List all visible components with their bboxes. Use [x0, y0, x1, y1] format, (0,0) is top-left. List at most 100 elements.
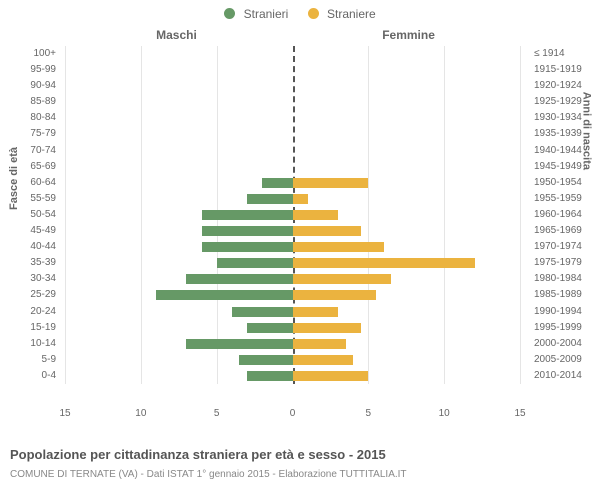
birth-year-label: 2010-2014 — [534, 368, 600, 384]
age-label: 0-4 — [0, 368, 56, 384]
age-label: 60-64 — [0, 175, 56, 191]
age-label: 25-29 — [0, 287, 56, 303]
birth-year-label: 1925-1929 — [534, 94, 600, 110]
pyramid-row — [65, 110, 520, 126]
legend: Stranieri Straniere — [0, 6, 600, 21]
birth-year-label: 1915-1919 — [534, 62, 600, 78]
x-tick-label: 10 — [135, 408, 146, 419]
pyramid-row — [65, 304, 520, 320]
bar-male — [262, 178, 292, 188]
bar-male — [202, 226, 293, 236]
bar-female — [293, 194, 308, 204]
age-label: 20-24 — [0, 304, 56, 320]
bar-male — [202, 210, 293, 220]
chart-title: Popolazione per cittadinanza straniera p… — [10, 447, 590, 462]
age-label: 5-9 — [0, 352, 56, 368]
y-labels-age: 100+95-9990-9485-8980-8475-7970-7465-696… — [0, 46, 62, 406]
age-label: 50-54 — [0, 207, 56, 223]
birth-year-label: 1945-1949 — [534, 159, 600, 175]
pyramid-row — [65, 368, 520, 384]
legend-swatch-male — [224, 8, 235, 19]
bar-female — [293, 274, 392, 284]
bar-male — [202, 242, 293, 252]
pyramid-row — [65, 191, 520, 207]
legend-label-female: Straniere — [327, 7, 376, 21]
age-label: 15-19 — [0, 320, 56, 336]
bar-male — [247, 323, 293, 333]
bar-male — [156, 290, 293, 300]
pyramid-row — [65, 336, 520, 352]
x-tick-label: 5 — [214, 408, 220, 419]
legend-swatch-female — [308, 8, 319, 19]
x-tick-label: 5 — [366, 408, 372, 419]
pyramid-row — [65, 271, 520, 287]
bar-female — [293, 290, 376, 300]
age-label: 65-69 — [0, 159, 56, 175]
x-tick-label: 15 — [514, 408, 525, 419]
age-label: 70-74 — [0, 143, 56, 159]
age-label: 75-79 — [0, 126, 56, 142]
bar-male — [232, 307, 293, 317]
birth-year-label: 1955-1959 — [534, 191, 600, 207]
population-pyramid-chart: Stranieri Straniere Fasce di età Anni di… — [0, 0, 600, 500]
bar-female — [293, 242, 384, 252]
legend-item-female: Straniere — [308, 6, 376, 21]
bar-male — [186, 339, 292, 349]
bar-male — [217, 258, 293, 268]
bar-female — [293, 371, 369, 381]
pyramid-row — [65, 175, 520, 191]
gridline — [520, 46, 521, 384]
age-label: 30-34 — [0, 271, 56, 287]
pyramid-row — [65, 207, 520, 223]
pyramid-row — [65, 143, 520, 159]
pyramid-row — [65, 320, 520, 336]
birth-year-label: 1930-1934 — [534, 110, 600, 126]
legend-item-male: Stranieri — [224, 6, 288, 21]
bar-female — [293, 355, 354, 365]
plot-area: Maschi Femmine 15105051015 — [65, 28, 520, 426]
pyramid-row — [65, 126, 520, 142]
x-tick-label: 10 — [439, 408, 450, 419]
bar-female — [293, 307, 339, 317]
birth-year-label: 2005-2009 — [534, 352, 600, 368]
birth-year-label: 1995-1999 — [534, 320, 600, 336]
age-label: 35-39 — [0, 255, 56, 271]
pyramid-row — [65, 62, 520, 78]
header-female: Femmine — [297, 28, 520, 42]
bar-female — [293, 323, 361, 333]
age-label: 90-94 — [0, 78, 56, 94]
bar-male — [247, 194, 293, 204]
birth-year-label: 1940-1944 — [534, 143, 600, 159]
age-label: 80-84 — [0, 110, 56, 126]
y-labels-birth: ≤ 19141915-19191920-19241925-19291930-19… — [528, 46, 600, 406]
legend-label-male: Stranieri — [244, 7, 289, 21]
birth-year-label: 1975-1979 — [534, 255, 600, 271]
birth-year-label: ≤ 1914 — [534, 46, 600, 62]
pyramid-row — [65, 352, 520, 368]
age-label: 40-44 — [0, 239, 56, 255]
birth-year-label: 1965-1969 — [534, 223, 600, 239]
x-axis-labels: 15105051015 — [65, 408, 520, 426]
header-male: Maschi — [65, 28, 288, 42]
age-label: 95-99 — [0, 62, 56, 78]
bar-female — [293, 210, 339, 220]
bar-male — [247, 371, 293, 381]
birth-year-label: 1920-1924 — [534, 78, 600, 94]
birth-year-label: 1990-1994 — [534, 304, 600, 320]
pyramid-row — [65, 287, 520, 303]
grid-area — [65, 46, 520, 406]
age-label: 45-49 — [0, 223, 56, 239]
pyramid-row — [65, 239, 520, 255]
birth-year-label: 1970-1974 — [534, 239, 600, 255]
birth-year-label: 2000-2004 — [534, 336, 600, 352]
birth-year-label: 1950-1954 — [534, 175, 600, 191]
bar-female — [293, 258, 475, 268]
chart-subtitle: COMUNE DI TERNATE (VA) - Dati ISTAT 1° g… — [10, 469, 590, 480]
age-label: 100+ — [0, 46, 56, 62]
birth-year-label: 1960-1964 — [534, 207, 600, 223]
age-label: 55-59 — [0, 191, 56, 207]
birth-year-label: 1935-1939 — [534, 126, 600, 142]
age-label: 10-14 — [0, 336, 56, 352]
pyramid-row — [65, 46, 520, 62]
bar-male — [239, 355, 292, 365]
